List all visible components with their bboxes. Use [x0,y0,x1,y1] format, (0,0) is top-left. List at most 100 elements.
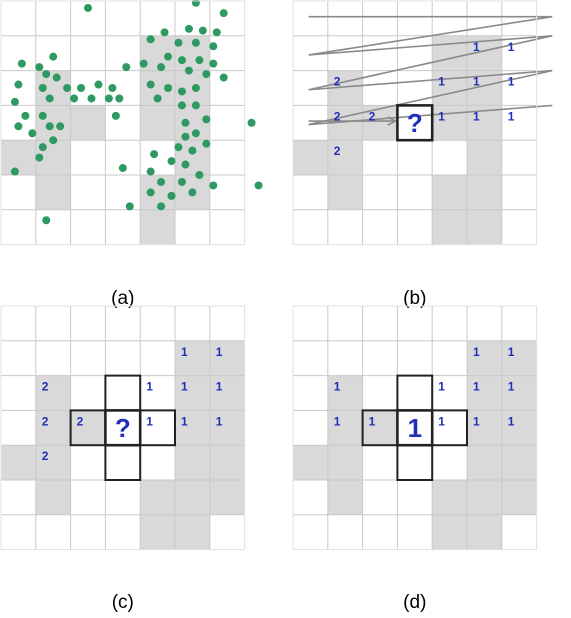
data-point [219,9,228,18]
cell-label: 2 [334,109,341,123]
data-point [202,115,211,124]
cell-label: 1 [181,345,188,359]
data-point [35,63,44,72]
data-point [153,94,162,103]
shaded-cell [432,35,467,71]
shaded-cell [35,445,71,480]
shaded-cell [35,480,71,515]
data-point [188,146,197,155]
shaded-cell [467,340,502,376]
focus-label: 1 [408,413,422,443]
cell-label: 1 [438,414,445,428]
shaded-cell [70,410,106,446]
cell-label: 1 [181,414,188,428]
shaded-cell [70,105,106,141]
cell-label: 1 [473,380,480,394]
data-point [191,101,200,110]
data-point [167,191,176,200]
neighbour-cell [396,444,434,482]
data-point [150,150,159,159]
cell-label: 1 [146,380,153,394]
data-point [70,94,79,103]
data-point [139,59,148,68]
data-point [146,80,155,89]
cell-label: 1 [369,414,376,428]
data-point [115,94,124,103]
data-point [198,26,207,35]
data-point [174,143,183,152]
cell-label: 1 [473,109,480,123]
data-point [122,63,131,72]
cell-label: 1 [508,380,515,394]
cell-label: 1 [508,414,515,428]
shaded-cell [140,480,175,515]
data-point [164,84,173,92]
data-point [191,38,200,47]
focus-label: ? [115,413,131,443]
data-point [38,84,47,92]
data-point [174,38,183,47]
shaded-cell [140,105,175,141]
cell-label: 2 [334,144,341,158]
panel-border [292,0,538,246]
shaded-cell [432,514,467,550]
data-point [202,139,211,148]
panel-1: (a) [0,0,263,309]
shaded-cell [175,340,210,376]
shaded-cell [327,445,363,480]
data-point [191,84,200,92]
shaded-cell [175,480,210,515]
data-point [157,202,166,211]
data-point [104,94,113,103]
shaded-cell [467,175,502,210]
cell-label: 1 [508,75,515,89]
data-point [181,160,190,169]
data-point [195,171,204,179]
shaded-cell [432,175,467,210]
cell-label: 1 [473,414,480,428]
shaded-cell [501,375,537,411]
cell-label: 1 [438,75,445,89]
data-point [209,59,218,68]
data-point [212,28,221,37]
shaded-cell [467,514,502,550]
shaded-cell [1,445,36,480]
shaded-cell [35,375,71,411]
shaded-cell [432,70,467,106]
neighbour-cell [104,374,142,412]
shaded-cell [501,480,537,515]
data-point [209,181,218,190]
shaded-cell [209,445,245,480]
shaded-cell [327,175,363,210]
arrow-head [387,116,397,126]
cell-label: 2 [42,414,49,428]
shaded-cell [140,514,175,550]
data-point [254,181,263,190]
data-point [181,118,190,127]
panel-caption: (d) [403,592,426,613]
shaded-cell [501,410,537,446]
data-point [10,167,19,176]
data-point [111,111,120,120]
data-point [146,188,155,197]
cell-label: 1 [473,345,480,359]
data-point [87,94,96,103]
data-point [157,177,166,186]
cell-label: 1 [181,380,188,394]
data-point [219,73,228,82]
cell-label: 1 [508,109,515,123]
shaded-cell [175,445,210,480]
shaded-cell [1,140,36,175]
data-point [14,122,23,131]
shaded-cell [327,480,363,515]
data-point [247,118,256,127]
data-point [108,84,117,92]
shaded-cell [327,375,363,411]
panel-caption: (c) [112,592,134,613]
data-point [49,136,58,145]
focus-label: ? [407,108,423,138]
data-point [49,52,58,61]
shaded-cell [209,340,245,376]
data-point [177,56,186,65]
data-point [160,28,169,37]
